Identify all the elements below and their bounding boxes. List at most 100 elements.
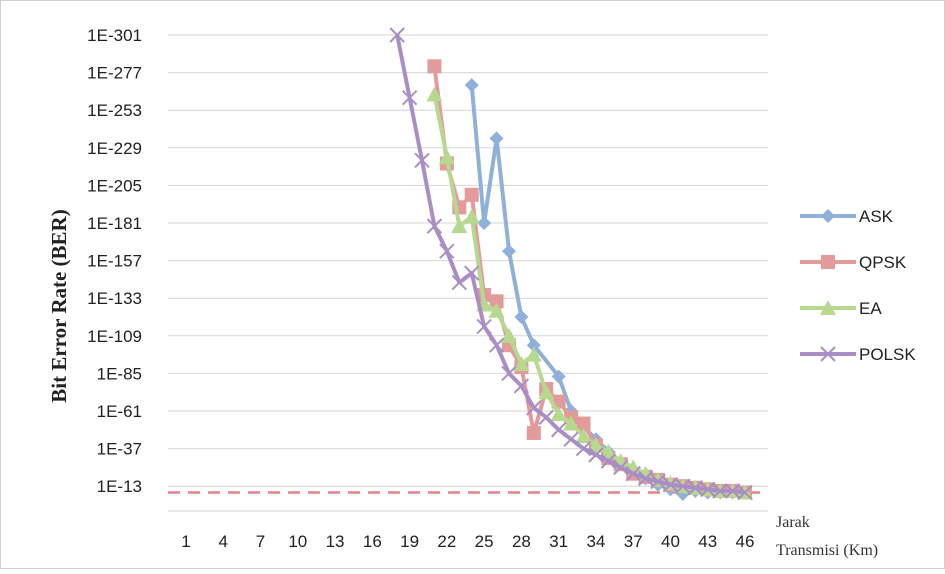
point-ea	[500, 327, 517, 343]
point-ea	[575, 428, 592, 444]
point-ea	[426, 86, 443, 102]
point-ea	[550, 406, 567, 422]
legend-label-polsk: POLSK	[859, 345, 916, 364]
x-tick-label: 16	[363, 532, 382, 551]
point-ea	[451, 218, 468, 234]
point-polsk	[687, 480, 704, 496]
y-tick-label: 1E-277	[87, 64, 142, 83]
legend-label-qpsk: QPSK	[859, 253, 907, 272]
y-tick-label: 1E-157	[87, 252, 142, 271]
x-tick-label: 1	[181, 532, 190, 551]
x-tick-label: 37	[624, 532, 643, 551]
point-ea	[538, 384, 555, 400]
point-ask	[464, 78, 479, 93]
x-axis-label-line1: Jarak	[776, 514, 810, 531]
point-qpsk	[526, 425, 541, 440]
series-polsk	[389, 27, 753, 501]
x-tick-label: 7	[256, 532, 265, 551]
point-polsk	[650, 473, 666, 490]
point-polsk	[563, 431, 579, 447]
point-ea	[587, 437, 604, 453]
legend-marker-ea	[820, 300, 836, 315]
point-polsk	[538, 409, 554, 425]
legend-label-ask: ASK	[859, 207, 894, 226]
point-ask	[526, 338, 541, 353]
point-polsk	[724, 483, 741, 499]
legend-item-ea: EA	[800, 299, 882, 318]
legend-item-ask: ASK	[800, 207, 894, 226]
legend-marker-qpsk	[821, 255, 835, 269]
point-polsk	[488, 337, 505, 353]
point-ea	[438, 149, 455, 165]
point-ask	[489, 131, 504, 146]
point-polsk	[464, 265, 480, 281]
point-qpsk	[464, 187, 479, 202]
point-polsk	[513, 378, 530, 394]
x-tick-label: 34	[586, 532, 605, 551]
point-ea	[525, 346, 542, 362]
point-ea	[600, 443, 617, 459]
x-tick-label: 22	[437, 532, 456, 551]
point-polsk	[613, 459, 629, 476]
point-polsk	[637, 470, 654, 487]
point-polsk	[588, 447, 604, 463]
legend-marker-polsk	[820, 346, 836, 362]
point-polsk	[439, 243, 455, 259]
y-tick-label: 1E-13	[97, 477, 142, 496]
point-ea	[563, 415, 580, 431]
point-polsk	[625, 465, 641, 482]
point-polsk	[451, 274, 467, 291]
y-tick-label: 1E-85	[97, 364, 142, 383]
point-polsk	[526, 400, 542, 416]
x-tick-label: 46	[736, 532, 755, 551]
point-polsk	[712, 483, 728, 499]
point-polsk	[550, 422, 567, 438]
x-tick-label: 43	[698, 532, 717, 551]
x-tick-label: 25	[475, 532, 494, 551]
x-tick-label: 40	[661, 532, 680, 551]
point-ask	[501, 244, 516, 259]
point-polsk	[414, 152, 430, 169]
y-tick-label: 1E-37	[97, 440, 142, 459]
x-tick-labels: 1 4 7 10 13 16 19 22 25 28 31 34 37 40 43 46	[181, 532, 754, 551]
y-tick-label: 1E-301	[87, 26, 142, 45]
y-axis-label: Bit Error Rate (BER)	[47, 209, 71, 402]
x-tick-label: 31	[549, 532, 568, 551]
point-ask	[551, 369, 566, 384]
point-qpsk	[489, 294, 504, 309]
y-tick-label: 1E-133	[87, 289, 142, 308]
point-polsk	[600, 453, 617, 469]
x-tick-label: 4	[219, 532, 228, 551]
point-ask	[477, 216, 492, 230]
point-polsk	[501, 365, 517, 382]
point-polsk	[575, 440, 592, 457]
point-ask	[514, 310, 529, 324]
point-polsk	[737, 484, 753, 501]
x-tick-label: 28	[512, 532, 531, 551]
y-tick-labels: 1E-301 1E-277 1E-253 1E-229 1E-205 1E-181 1E-1…	[87, 26, 142, 496]
point-polsk	[426, 218, 443, 234]
gridlines	[168, 34, 768, 512]
y-tick-label: 1E-181	[87, 214, 142, 233]
point-polsk	[700, 481, 716, 498]
y-tick-label: 1E-253	[87, 101, 142, 120]
series-layer	[389, 27, 753, 502]
point-polsk	[389, 27, 405, 43]
x-tick-label: 19	[400, 532, 419, 551]
x-axis-label-line2: Transmisi (Km)	[776, 542, 878, 559]
point-qpsk	[427, 59, 442, 74]
legend-item-polsk: POLSK	[800, 345, 916, 364]
y-tick-label: 1E-61	[97, 402, 142, 421]
y-tick-label: 1E-229	[87, 139, 142, 158]
legend: ASK QPSK EA POLSK	[800, 207, 916, 364]
point-ea	[488, 302, 505, 318]
point-ea	[463, 208, 480, 224]
point-polsk	[675, 478, 691, 494]
legend-label-ea: EA	[859, 299, 882, 318]
x-tick-label: 13	[326, 532, 345, 551]
point-polsk	[662, 476, 679, 493]
point-polsk	[476, 318, 492, 335]
point-qpsk	[576, 416, 591, 431]
